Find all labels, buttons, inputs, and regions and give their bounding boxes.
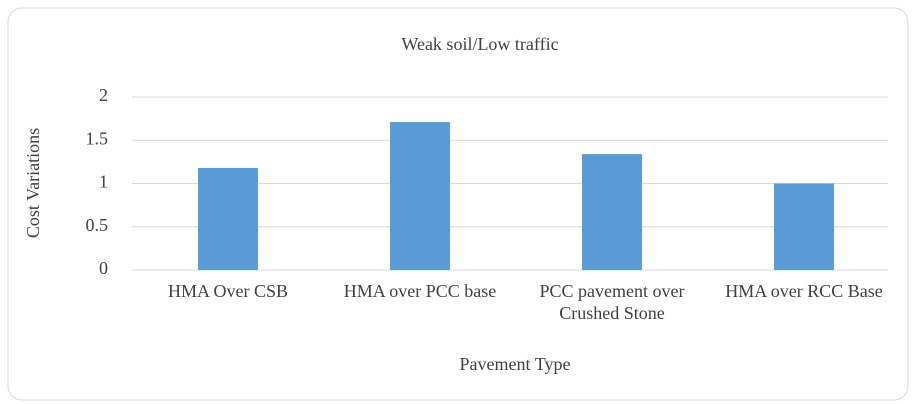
y-tick-label: 2	[99, 85, 108, 105]
x-tick-label: PCC pavement over Crushed Stone	[539, 281, 685, 323]
y-axis-title: Cost Variations	[23, 128, 43, 238]
y-tick-label: 0.5	[86, 215, 109, 235]
bar	[582, 154, 642, 270]
bar	[198, 167, 258, 270]
y-tick-label: 1.5	[86, 128, 109, 148]
x-tick-label: HMA over RCC Base	[725, 281, 883, 301]
y-tick-label: 0	[99, 258, 108, 278]
x-tick-label-box: HMA over RCC Base	[725, 281, 883, 301]
x-tick-label: HMA Over CSB	[167, 281, 288, 301]
chart-border	[7, 7, 909, 401]
x-axis-title: Pavement Type	[460, 354, 571, 374]
x-tick-label-box: HMA over PCC base	[343, 281, 497, 301]
x-tick-label: HMA over PCC base	[343, 281, 497, 301]
x-tick-label-box: HMA Over CSB	[167, 281, 288, 301]
x-tick-label-box: PCC pavement over Crushed Stone	[539, 281, 685, 323]
y-tick-label: 1	[99, 172, 108, 192]
chart-title: Weak soil/Low traffic	[401, 34, 558, 54]
bar	[774, 183, 834, 270]
bar	[390, 122, 450, 271]
